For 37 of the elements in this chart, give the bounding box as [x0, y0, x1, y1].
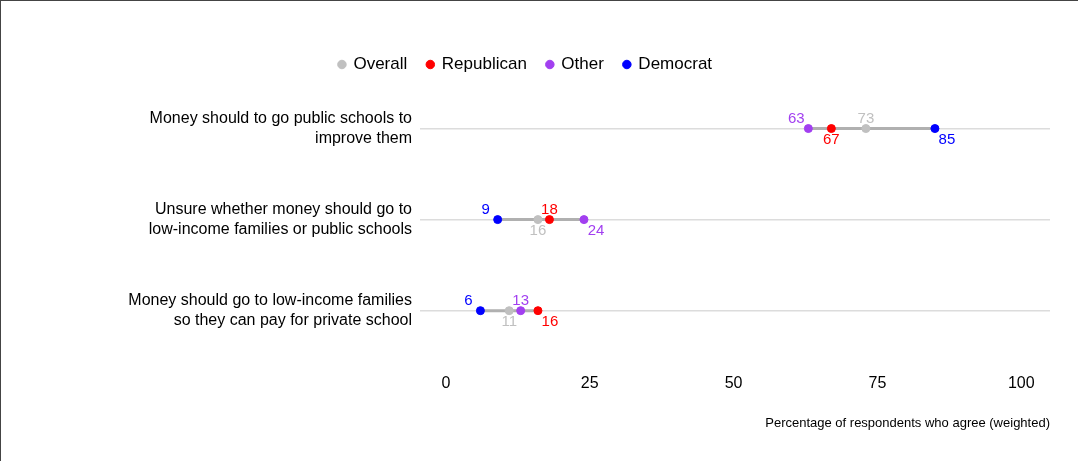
data-label: 9 [481, 200, 490, 218]
point [504, 306, 514, 316]
x-axis-title: Percentage of respondents who agree (weighted) [765, 414, 1050, 430]
data-label: 73 [857, 109, 875, 127]
data-label: 85 [938, 130, 956, 148]
legend-label: Democrat [638, 54, 713, 74]
y-tick-label: Money should to go public schools to improve them [149, 108, 413, 146]
x-tick-label: 50 [724, 374, 743, 392]
point [861, 124, 871, 134]
data-label: 16 [541, 312, 559, 330]
point [826, 124, 836, 134]
point [516, 306, 526, 316]
x-tick-label: 100 [1007, 374, 1035, 392]
data-label: 6 [464, 291, 473, 309]
data-label: 67 [823, 130, 840, 148]
data-label: 11 [501, 312, 517, 330]
point [930, 124, 940, 134]
data-label: 63 [788, 109, 805, 127]
data-label: 13 [512, 291, 530, 309]
legend-label: Republican [441, 54, 527, 74]
point [475, 306, 485, 316]
point [544, 215, 554, 225]
point [803, 124, 813, 134]
x-tick-label: 25 [580, 374, 599, 392]
legend-label: Overall [353, 54, 408, 74]
point [579, 215, 589, 225]
data-label: 16 [529, 221, 547, 239]
data-label: 24 [587, 221, 605, 239]
y-tick-label: Unsure whether money should go to low-income families or public schools [148, 200, 413, 238]
y-tick-label: Money should go to low-income families so they can pay for private school [128, 291, 412, 329]
point [493, 215, 503, 225]
data-label: 18 [541, 200, 558, 218]
x-tick-label: 75 [868, 374, 887, 392]
point [533, 306, 543, 316]
x-tick-label: 0 [441, 374, 451, 392]
legend-label: Other [561, 54, 605, 74]
point [533, 215, 543, 225]
